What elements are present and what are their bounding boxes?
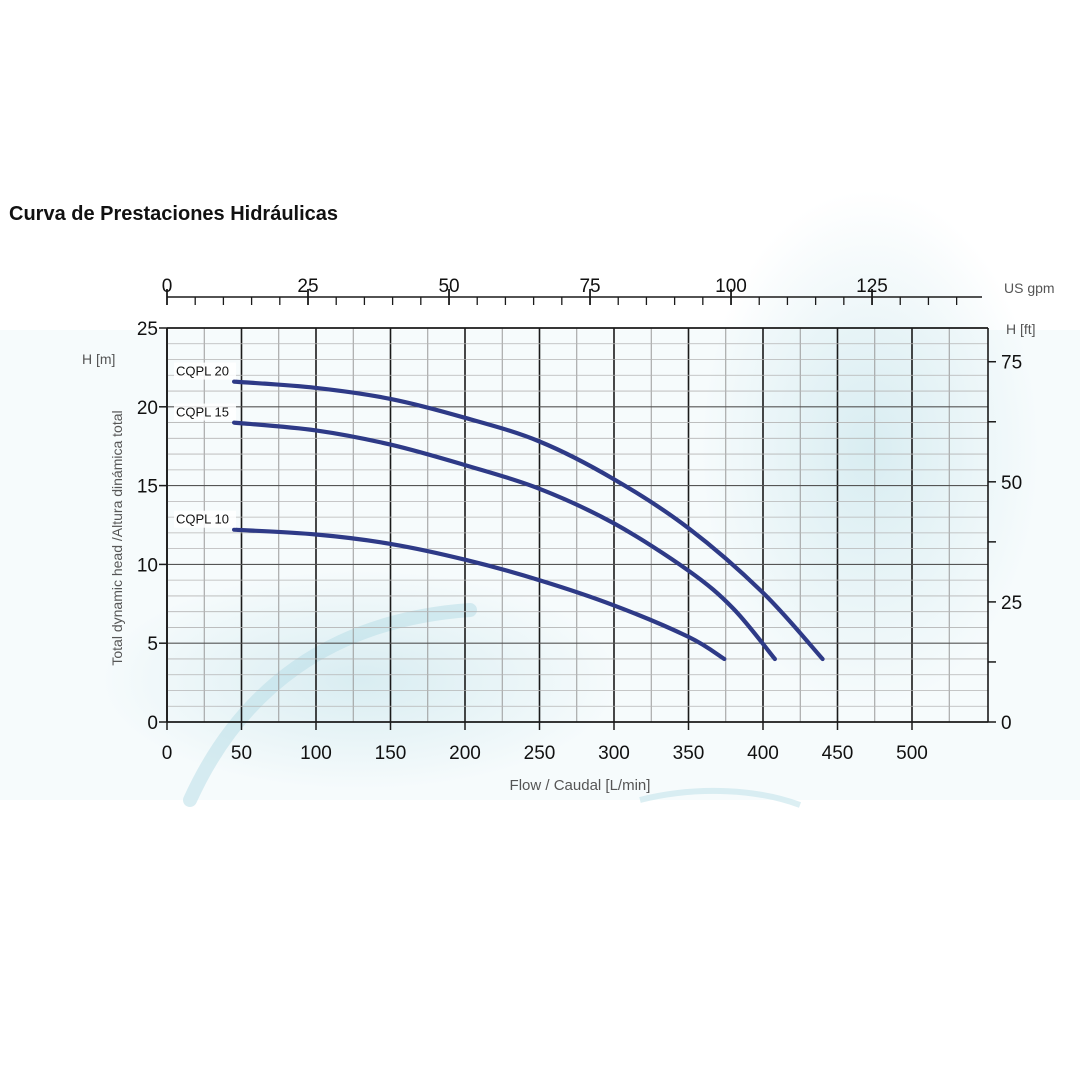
- curve-cqpl-10: [232, 527, 727, 662]
- series-label: CQPL 10: [176, 512, 229, 527]
- top-tick-label: 100: [715, 276, 747, 297]
- top-axis-unit-label: US gpm: [1004, 280, 1055, 296]
- y-tick-label: 25: [137, 319, 158, 340]
- left-axis-unit-label: H [m]: [82, 351, 115, 367]
- x-tick-label: 150: [375, 743, 407, 764]
- top-tick-label: 25: [297, 276, 318, 297]
- y-tick-label: 5: [147, 634, 158, 655]
- x-tick-label: 400: [747, 743, 779, 764]
- series-label: CQPL 20: [176, 364, 229, 379]
- right-tick-label: 50: [1001, 473, 1022, 494]
- y-tick-label: 10: [137, 555, 158, 576]
- grid: [166, 327, 988, 723]
- y-axis-title: Total dynamic head /Altura dinámica tota…: [109, 410, 125, 665]
- series-label-bg: [174, 362, 236, 380]
- right-tick-label: 75: [1001, 353, 1022, 374]
- top-tick-label: 0: [162, 276, 173, 297]
- y-tick-label: 0: [147, 713, 158, 734]
- x-tick-label: 200: [449, 743, 481, 764]
- series-label-bg: [174, 403, 236, 421]
- top-tick-label: 125: [856, 276, 888, 297]
- x-tick-label: 500: [896, 743, 928, 764]
- curve-cqpl-15: [232, 420, 777, 662]
- right-axis-unit-label: H [ft]: [1006, 321, 1036, 337]
- y-tick-label: 15: [137, 477, 158, 498]
- x-tick-label: 450: [822, 743, 854, 764]
- right-tick-label: 0: [1001, 713, 1012, 734]
- series: [232, 379, 825, 662]
- x-tick-label: 0: [162, 743, 173, 764]
- right-tick-label: 25: [1001, 593, 1022, 614]
- x-tick-label: 100: [300, 743, 332, 764]
- top-tick-label: 75: [579, 276, 600, 297]
- series-label-bg: [174, 510, 236, 528]
- labels: US gpm H [ft] H [m] Total dynamic head /Alt…: [82, 280, 1055, 794]
- series-label: CQPL 15: [176, 405, 229, 420]
- x-tick-label: 350: [673, 743, 705, 764]
- background-swirl-stroke: [639, 787, 802, 808]
- x-tick-label: 50: [231, 743, 252, 764]
- x-tick-label: 300: [598, 743, 630, 764]
- y-tick-label: 20: [137, 398, 158, 419]
- curve-cqpl-20: [232, 379, 825, 662]
- background-swirl-stroke: [183, 603, 477, 807]
- x-axis-title: Flow / Caudal [L/min]: [510, 777, 651, 794]
- x-tick-label: 250: [524, 743, 556, 764]
- page-title: Curva de Prestaciones Hidráulicas: [9, 203, 339, 225]
- top-tick-label: 50: [438, 276, 459, 297]
